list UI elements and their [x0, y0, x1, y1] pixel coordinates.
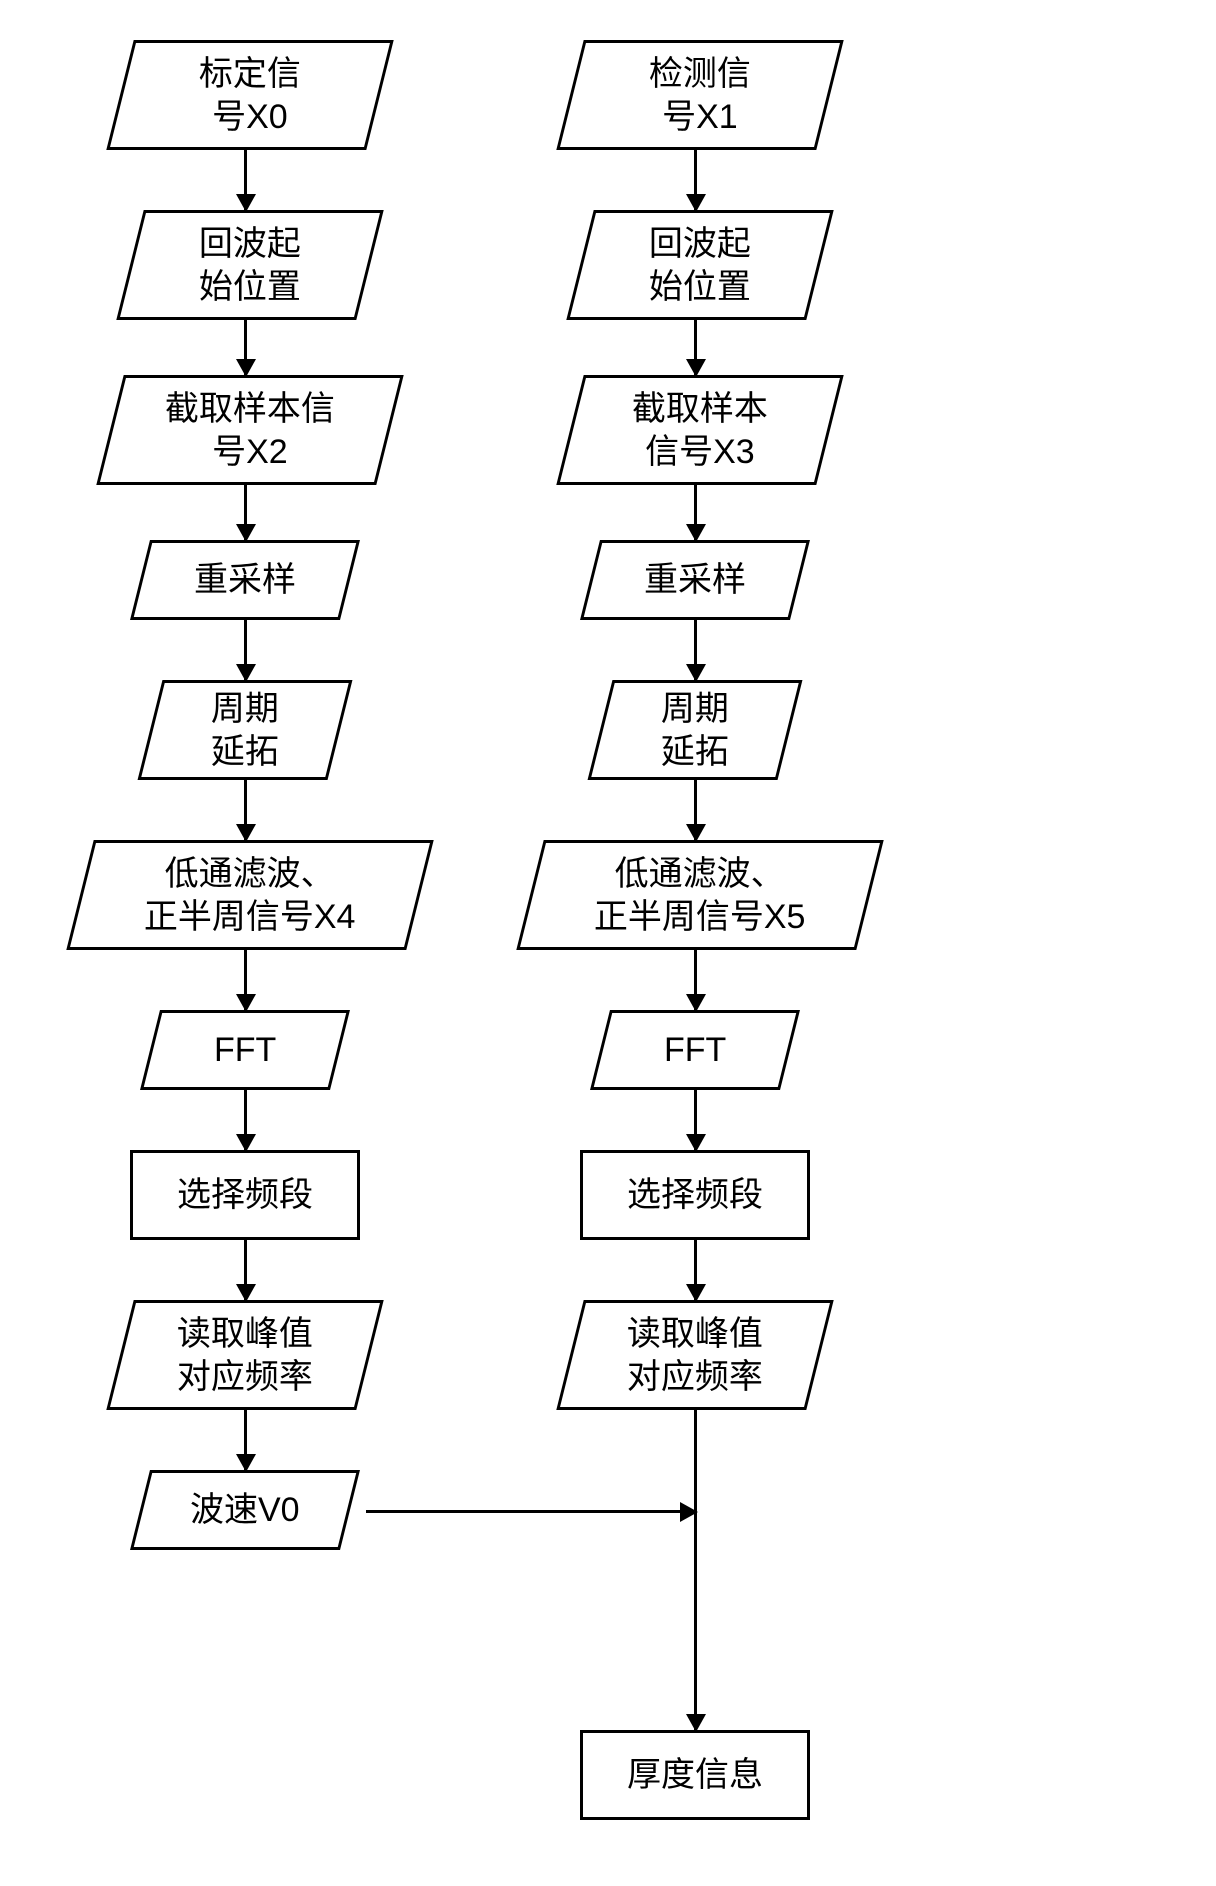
- arrow-av_L8_L9: [244, 1410, 247, 1470]
- node-label: 厚度信息: [627, 1754, 763, 1797]
- node-label: 周期 延拓: [211, 688, 279, 773]
- node-L5: 低通滤波、 正半周信号X4: [66, 840, 433, 950]
- node-label: 低通滤波、 正半周信号X5: [594, 853, 806, 938]
- arrow-av_L0_L1: [244, 150, 247, 210]
- arrow-av_L1_L2: [244, 320, 247, 375]
- arrow-av_R2_R3: [694, 485, 697, 540]
- arrow-ah_L9_merge: [366, 1510, 696, 1513]
- node-label: 选择频段: [627, 1174, 763, 1217]
- node-L6: FFT: [140, 1010, 350, 1090]
- arrow-av_L2_L3: [244, 485, 247, 540]
- node-label: 回波起 始位置: [649, 223, 751, 308]
- node-L2: 截取样本信 号X2: [96, 375, 403, 485]
- arrow-av_R7_R8: [694, 1240, 697, 1300]
- node-label: 读取峰值 对应频率: [177, 1313, 313, 1398]
- arrow-av_R6_R7: [694, 1090, 697, 1150]
- node-L1: 回波起 始位置: [116, 210, 383, 320]
- node-label: 检测信 号X1: [649, 53, 751, 138]
- node-R2: 截取样本 信号X3: [556, 375, 843, 485]
- node-label: 重采样: [194, 559, 296, 602]
- node-label: 截取样本 信号X3: [632, 388, 768, 473]
- node-R1: 回波起 始位置: [566, 210, 833, 320]
- node-label: 波速V0: [190, 1489, 300, 1532]
- node-label: 选择频段: [177, 1174, 313, 1217]
- arrow-av_L5_L6: [244, 950, 247, 1010]
- arrow-av_merge_R9: [694, 1510, 697, 1730]
- node-R3: 重采样: [580, 540, 810, 620]
- node-label: 低通滤波、 正半周信号X4: [144, 853, 356, 938]
- node-label: 回波起 始位置: [199, 223, 301, 308]
- node-L4: 周期 延拓: [138, 680, 353, 780]
- node-label: 读取峰值 对应频率: [627, 1313, 763, 1398]
- node-R4: 周期 延拓: [588, 680, 803, 780]
- node-label: FFT: [214, 1029, 276, 1072]
- arrow-av_R1_R2: [694, 320, 697, 375]
- node-L3: 重采样: [130, 540, 360, 620]
- arrow-av_R0_R1: [694, 150, 697, 210]
- node-L8: 读取峰值 对应频率: [106, 1300, 383, 1410]
- flowchart-canvas: 标定信 号X0回波起 始位置截取样本信 号X2重采样周期 延拓低通滤波、 正半周…: [0, 0, 1216, 1886]
- arrow-av_R8_merge: [694, 1410, 697, 1510]
- node-label: 周期 延拓: [661, 688, 729, 773]
- node-R6: FFT: [590, 1010, 800, 1090]
- arrow-av_L6_L7: [244, 1090, 247, 1150]
- node-R5: 低通滤波、 正半周信号X5: [516, 840, 883, 950]
- arrow-av_R3_R4: [694, 620, 697, 680]
- node-R9: 厚度信息: [580, 1730, 810, 1820]
- node-L7: 选择频段: [130, 1150, 360, 1240]
- arrow-av_L3_L4: [244, 620, 247, 680]
- node-label: FFT: [664, 1029, 726, 1072]
- node-label: 重采样: [644, 559, 746, 602]
- node-label: 标定信 号X0: [199, 53, 301, 138]
- arrow-av_L4_L5: [244, 780, 247, 840]
- arrow-av_L7_L8: [244, 1240, 247, 1300]
- node-R7: 选择频段: [580, 1150, 810, 1240]
- arrow-av_R4_R5: [694, 780, 697, 840]
- node-label: 截取样本信 号X2: [165, 388, 335, 473]
- node-R8: 读取峰值 对应频率: [556, 1300, 833, 1410]
- node-L0: 标定信 号X0: [106, 40, 393, 150]
- node-L9: 波速V0: [130, 1470, 360, 1550]
- node-R0: 检测信 号X1: [556, 40, 843, 150]
- arrow-av_R5_R6: [694, 950, 697, 1010]
